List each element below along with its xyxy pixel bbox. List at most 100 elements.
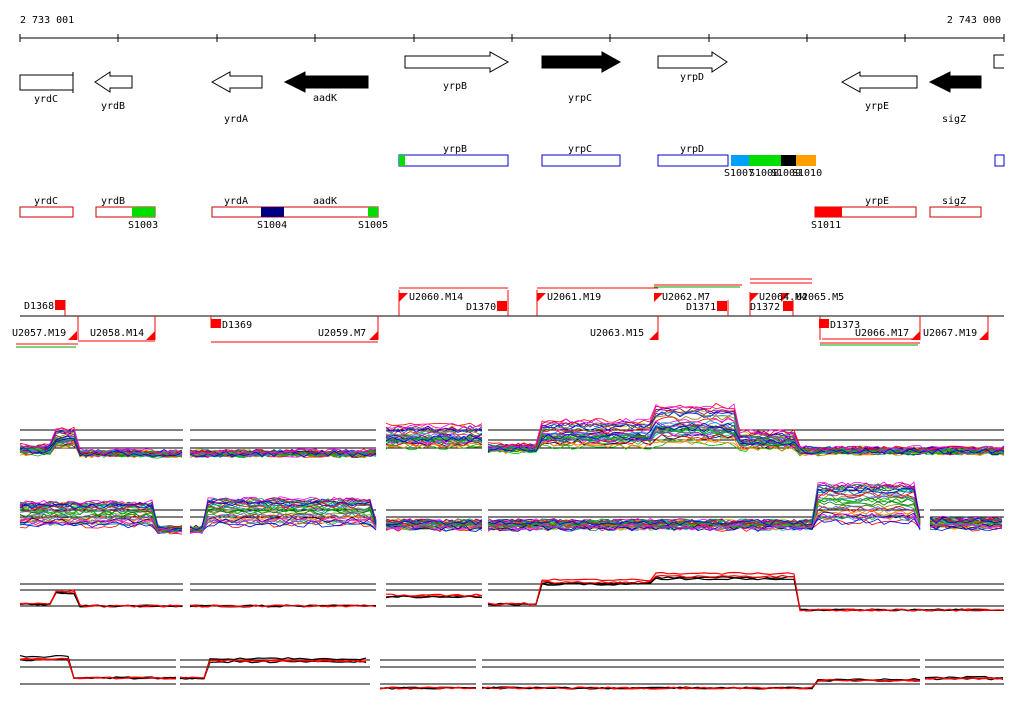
gene-label: yrdB bbox=[101, 101, 125, 112]
expression-profile-line bbox=[19, 426, 183, 456]
segment-label: U2061.M19 bbox=[547, 292, 601, 303]
reverse-transcript-track: yrdC yrdB S1003 yrdA aadK S1004 S1005 yr… bbox=[19, 196, 982, 231]
transcript-label: yrpB bbox=[443, 144, 467, 155]
segment-label: D1371 bbox=[686, 302, 716, 313]
expression-profile-line bbox=[385, 422, 483, 430]
site-label: S1007 bbox=[724, 168, 754, 179]
segment-label: U2058.M14 bbox=[90, 328, 144, 339]
end-coordinate: 2 743 000 bbox=[947, 15, 1001, 26]
expression-profile-line bbox=[385, 522, 483, 530]
forward-transcript-yrpB[interactable]: yrpB bbox=[398, 144, 509, 167]
forward-transcript-partial[interactable] bbox=[994, 154, 1005, 167]
segment-label: D1370 bbox=[466, 302, 496, 313]
start-coordinate: 2 733 001 bbox=[20, 15, 74, 26]
expression-profile-line bbox=[385, 430, 483, 437]
expression-profile-line bbox=[385, 524, 483, 531]
expression-summary-forward bbox=[19, 571, 1005, 612]
expression-profile-line bbox=[189, 500, 377, 531]
expression-profile-line bbox=[385, 520, 483, 528]
expression-profile-line bbox=[487, 505, 921, 530]
expression-profile-line bbox=[379, 686, 477, 690]
expression-profile-line bbox=[189, 450, 377, 458]
site-label: S1009 bbox=[771, 168, 801, 179]
segment-label: U2065.M5 bbox=[796, 292, 844, 303]
gene-label: yrpE bbox=[865, 101, 889, 112]
expression-profile-line bbox=[189, 517, 377, 534]
expression-profile-line bbox=[189, 506, 377, 533]
expression-profile-line bbox=[189, 497, 377, 531]
gene-yrpE[interactable]: yrpE bbox=[840, 71, 918, 112]
gene-yrdA[interactable]: yrdA bbox=[210, 71, 263, 125]
expression-profile-line bbox=[19, 657, 177, 680]
forward-transcript-track: yrpB yrpC yrpD S1007 S1008 S1009 S1010 bbox=[398, 144, 1005, 179]
expression-profile-line bbox=[924, 677, 1004, 681]
gene-yrpC[interactable]: yrpC bbox=[541, 51, 622, 104]
gene-label: yrdA bbox=[224, 114, 248, 125]
expression-summary-reverse bbox=[19, 654, 1004, 690]
expression-profile-line bbox=[385, 435, 483, 443]
site-label: S1008 bbox=[749, 168, 779, 179]
gene-sigZ[interactable]: sigZ bbox=[928, 71, 982, 125]
expression-profile-line bbox=[19, 508, 183, 533]
transcript-label: yrdA bbox=[224, 196, 248, 207]
segment-label: U2066.M17 bbox=[855, 328, 909, 339]
expression-profile-line bbox=[481, 678, 921, 690]
expression-profile-line bbox=[385, 429, 483, 436]
expression-panel-reverse bbox=[19, 481, 1004, 535]
transcript-label: yrdC bbox=[34, 196, 58, 207]
expression-profile-line bbox=[487, 402, 1005, 452]
expression-profile-line bbox=[19, 657, 176, 680]
expression-profile-line bbox=[385, 519, 483, 526]
expression-profile-line bbox=[19, 516, 183, 534]
site-label: S1011 bbox=[811, 220, 841, 231]
segmentation-track: D1368 U2060.M14 D1370 U2061.M19 U2062.M7… bbox=[12, 278, 1004, 348]
forward-transcript-yrpD[interactable]: yrpD bbox=[657, 144, 729, 167]
expression-profile-line bbox=[487, 414, 1005, 453]
expression-profile-line bbox=[488, 439, 1005, 457]
expression-profile-line bbox=[929, 516, 1003, 523]
reverse-transcript-yrpE[interactable]: yrpE S1011 bbox=[811, 196, 917, 231]
gene-track: yrdC yrdB yrdA aadK yrpB yrpC yrpD yrpE bbox=[19, 51, 1004, 125]
expression-profile-line bbox=[179, 657, 367, 680]
transcript-label: yrpD bbox=[680, 144, 704, 155]
gene-yrdC[interactable]: yrdC bbox=[19, 72, 74, 105]
reverse-transcript-yrdC[interactable]: yrdC bbox=[19, 196, 74, 218]
gene-yrpB[interactable]: yrpB bbox=[404, 51, 510, 92]
expression-profile-line bbox=[189, 450, 377, 457]
expression-profile-line bbox=[386, 593, 483, 597]
segment-label: U2062.M7 bbox=[662, 292, 710, 303]
gene-label: yrdC bbox=[34, 94, 58, 105]
expression-profile-line bbox=[487, 425, 1005, 455]
forward-transcript-yrpC[interactable]: yrpC bbox=[541, 144, 621, 167]
segment-label: D1372 bbox=[750, 302, 780, 313]
expression-profile-line bbox=[189, 498, 377, 530]
gene-aadK[interactable]: aadK bbox=[283, 71, 369, 104]
expression-profile-line bbox=[385, 427, 483, 434]
forward-site-block[interactable]: S1007 S1008 S1009 S1010 bbox=[724, 155, 822, 179]
expression-profile-line bbox=[487, 511, 921, 531]
transcript-label: yrdB bbox=[101, 196, 125, 207]
expression-profile-line bbox=[179, 660, 367, 680]
expression-profile-line bbox=[481, 677, 921, 690]
segment-label: U2063.M15 bbox=[590, 328, 644, 339]
gene-label: yrpB bbox=[443, 81, 467, 92]
transcript-label: aadK bbox=[313, 196, 337, 207]
expression-profile-line bbox=[189, 503, 377, 533]
expression-profile-line bbox=[929, 523, 1003, 529]
expression-profile-line bbox=[487, 571, 1005, 612]
expression-profile-line bbox=[189, 519, 377, 534]
expression-profile-line bbox=[385, 436, 483, 443]
reverse-transcript-sigZ[interactable]: sigZ bbox=[929, 196, 982, 218]
gene-yrpD[interactable]: yrpD bbox=[657, 51, 728, 83]
gene-partial-right[interactable] bbox=[993, 54, 1004, 69]
expression-profile-line bbox=[929, 516, 1003, 522]
expression-profile-line bbox=[929, 519, 1003, 526]
reverse-transcript-yrdA-aadK[interactable]: yrdA aadK S1004 S1005 bbox=[211, 196, 388, 231]
expression-profile-line bbox=[385, 434, 483, 441]
reverse-transcript-yrdB[interactable]: yrdB S1003 bbox=[95, 196, 158, 231]
gene-yrdB[interactable]: yrdB bbox=[94, 71, 133, 112]
segment-label: U2059.M7 bbox=[318, 328, 366, 339]
expression-profile-line bbox=[189, 448, 377, 455]
